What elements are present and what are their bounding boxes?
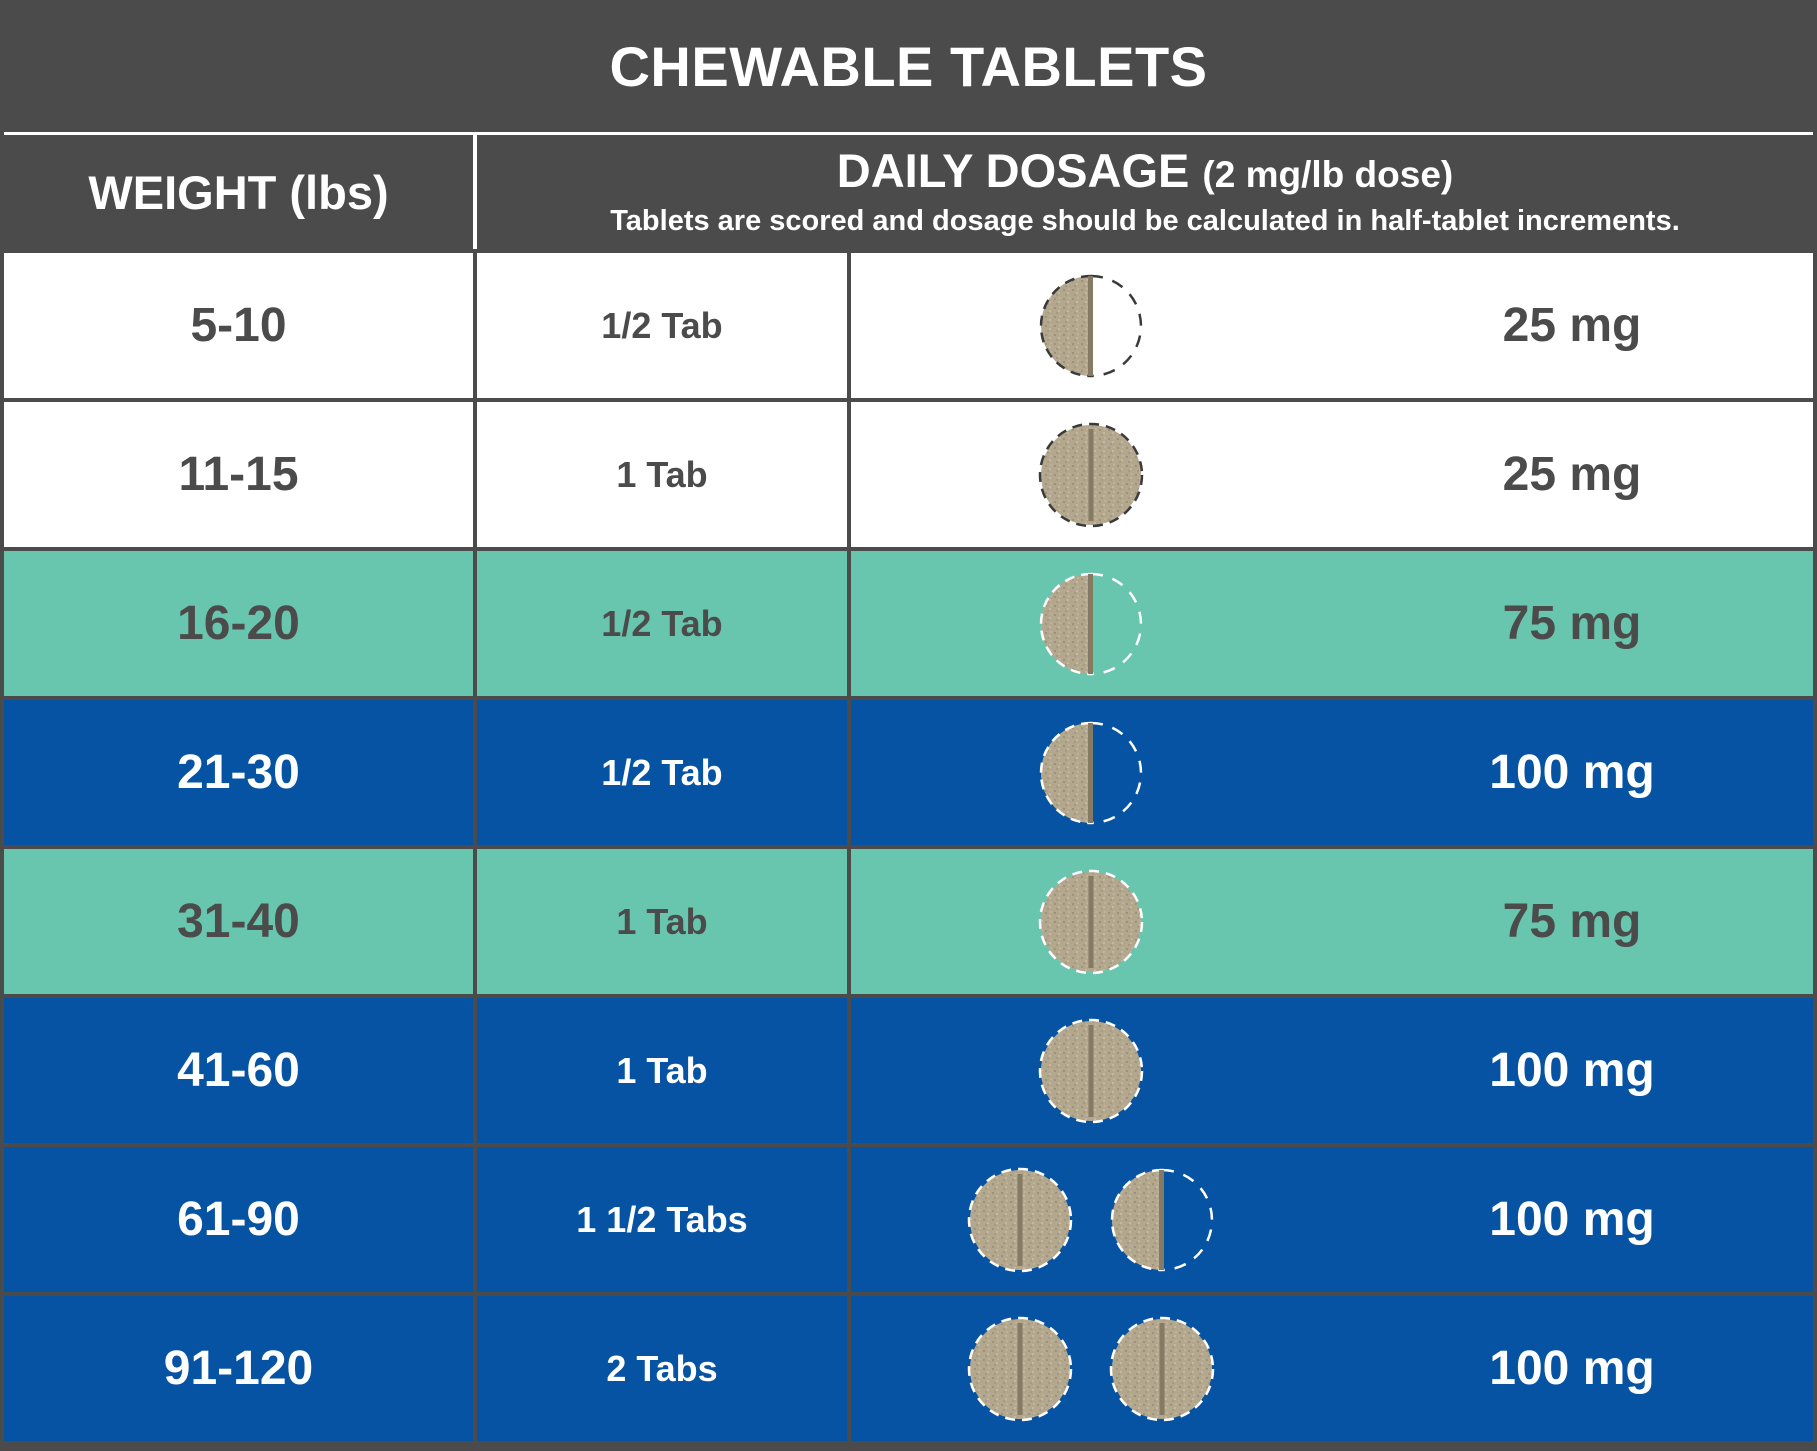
dosage-cell: 25 mg	[851, 402, 1813, 547]
score-line	[1088, 573, 1093, 674]
whole-tablet-icon	[967, 1316, 1073, 1421]
dosage-cell: 100 mg	[851, 700, 1813, 845]
chart-title: CHEWABLE TABLETS	[609, 34, 1208, 98]
milligram-value: 100 mg	[1489, 1342, 1655, 1395]
weight-cell: 21-30	[4, 700, 473, 845]
table-row: 91-120 2 Tabs 100 mg	[0, 1292, 1817, 1441]
weight-cell: 31-40	[4, 849, 473, 994]
score-line	[1017, 1173, 1023, 1266]
tablet-body	[1041, 573, 1091, 674]
dosage-cell: 25 mg	[851, 253, 1813, 398]
weight-cell: 41-60	[4, 998, 473, 1143]
missing-half-outline	[1090, 274, 1143, 377]
tablet-body	[1112, 1169, 1162, 1270]
tab-count-cell: 1/2 Tab	[477, 253, 847, 398]
tablet-illustration	[851, 849, 1331, 994]
half-tablet-icon	[1039, 572, 1143, 675]
tab-count-cell: 1 Tab	[477, 849, 847, 994]
tablet-outline	[967, 1316, 1073, 1421]
milligram-value: 75 mg	[1502, 895, 1642, 948]
whole-tablet-icon	[967, 1167, 1073, 1272]
weight-cell: 5-10	[4, 253, 473, 398]
dosage-header-label: DAILY DOSAGE	[836, 144, 1190, 197]
half-tablet-icon	[1039, 274, 1143, 377]
table-row: 5-10 1/2 Tab 25 mg	[0, 249, 1817, 398]
title-divider	[4, 132, 1813, 135]
tab-count-cell: 1 1/2 Tabs	[477, 1147, 847, 1292]
weight-cell: 11-15	[4, 402, 473, 547]
milligram-value: 100 mg	[1489, 746, 1655, 799]
tab-count-cell: 1 Tab	[477, 998, 847, 1143]
dosage-header-note: Tablets are scored and dosage should be …	[610, 205, 1680, 237]
tablet-illustration	[851, 998, 1331, 1143]
whole-tablet-icon	[1038, 1018, 1144, 1123]
tablet-outline	[1038, 1018, 1144, 1123]
dosage-header-title: DAILY DOSAGE (2 mg/lb dose)	[837, 144, 1453, 202]
score-line	[1159, 1169, 1164, 1270]
tablet-illustration	[851, 402, 1331, 547]
milligram-value: 75 mg	[1502, 597, 1642, 650]
score-line	[1088, 1024, 1094, 1117]
missing-half-outline	[1161, 1168, 1214, 1271]
dosage-cell: 75 mg	[851, 849, 1813, 994]
table-row: 16-20 1/2 Tab 75 mg	[0, 547, 1817, 696]
weight-cell: 16-20	[4, 551, 473, 696]
tablet-illustration	[851, 700, 1331, 845]
tablet-outline	[1038, 422, 1144, 527]
score-line	[1088, 722, 1093, 823]
tablet-outline	[1039, 721, 1092, 824]
milligram-value: 100 mg	[1489, 1044, 1655, 1097]
dosage-cell: 75 mg	[851, 551, 1813, 696]
dosage-header-rate: (2 mg/lb dose)	[1202, 154, 1454, 195]
milligram-value: 25 mg	[1502, 299, 1642, 352]
weight-cell: 61-90	[4, 1147, 473, 1292]
tablet-illustration	[851, 551, 1331, 696]
tablet-outline	[967, 1167, 1073, 1272]
score-line	[1159, 1322, 1165, 1415]
dosage-cell: 100 mg	[851, 998, 1813, 1143]
half-tablet-icon	[1039, 721, 1143, 824]
weight-column-header: WEIGHT (lbs)	[88, 165, 389, 219]
tablet-body	[1041, 722, 1091, 823]
tablet-illustration	[851, 1296, 1331, 1441]
score-line	[1088, 875, 1094, 968]
tablet-outline	[1038, 869, 1144, 974]
dosage-table: 5-10 1/2 Tab 25 mg 11-15 1 Tab 25 mg 16-…	[0, 249, 1817, 1451]
table-row: 41-60 1 Tab 100 mg	[0, 994, 1817, 1143]
missing-half-outline	[1090, 721, 1143, 824]
table-row: 21-30 1/2 Tab 100 mg	[0, 696, 1817, 845]
table-row: 11-15 1 Tab 25 mg	[0, 398, 1817, 547]
tablet-outline	[1109, 1316, 1215, 1421]
milligram-value: 25 mg	[1502, 448, 1642, 501]
dosage-cell: 100 mg	[851, 1147, 1813, 1292]
whole-tablet-icon	[1038, 422, 1144, 527]
score-line	[1088, 275, 1093, 376]
dosage-column-header: DAILY DOSAGE (2 mg/lb dose) Tablets are …	[477, 135, 1813, 249]
table-row: 31-40 1 Tab 75 mg	[0, 845, 1817, 994]
header-divider	[473, 135, 477, 249]
tab-count-cell: 1 Tab	[477, 402, 847, 547]
tablet-outline	[1039, 572, 1092, 675]
tab-count-cell: 1/2 Tab	[477, 551, 847, 696]
tab-count-cell: 1/2 Tab	[477, 700, 847, 845]
tablet-outline	[1110, 1168, 1163, 1271]
whole-tablet-icon	[1038, 869, 1144, 974]
tablet-body	[1041, 275, 1091, 376]
whole-tablet-icon	[1109, 1316, 1215, 1421]
score-line	[1017, 1322, 1023, 1415]
weight-cell: 91-120	[4, 1296, 473, 1441]
table-row: 61-90 1 1/2 Tabs 100 mg	[0, 1143, 1817, 1292]
milligram-value: 100 mg	[1489, 1193, 1655, 1246]
tablet-illustration	[851, 253, 1331, 398]
tablet-outline	[1039, 274, 1092, 377]
score-line	[1088, 428, 1094, 521]
missing-half-outline	[1090, 572, 1143, 675]
tablet-illustration	[851, 1147, 1331, 1292]
tab-count-cell: 2 Tabs	[477, 1296, 847, 1441]
dosage-cell: 100 mg	[851, 1296, 1813, 1441]
half-tablet-icon	[1110, 1168, 1214, 1271]
